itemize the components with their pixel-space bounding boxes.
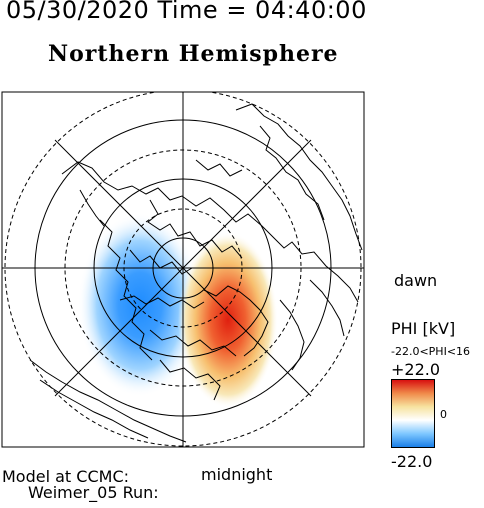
hemisphere-title: Northern Hemisphere bbox=[48, 41, 339, 67]
colorbar bbox=[391, 379, 435, 448]
midnight-label: midnight bbox=[201, 465, 273, 484]
meridian-diagonal-b bbox=[54, 139, 312, 397]
footer-model-line: Model at CCMC: bbox=[2, 467, 129, 486]
positive-potential-cell bbox=[178, 232, 278, 408]
colorbar-min-label: -22.0 bbox=[391, 452, 433, 471]
negative-potential-cell bbox=[78, 213, 202, 397]
footer-run-line: Weimer_05 Run: bbox=[28, 483, 159, 502]
colorbar-mid-label: 0 bbox=[440, 408, 447, 421]
colorbar-title: PHI [kV] bbox=[391, 319, 456, 338]
colorbar-range: -22.0<PHI<16 bbox=[391, 345, 471, 358]
dawn-label: dawn bbox=[394, 271, 438, 290]
coastlines bbox=[29, 103, 363, 443]
colorbar-max-label: +22.0 bbox=[391, 360, 441, 379]
date-time-header: 05/30/2020 Time = 04:40:00 bbox=[6, 0, 367, 24]
